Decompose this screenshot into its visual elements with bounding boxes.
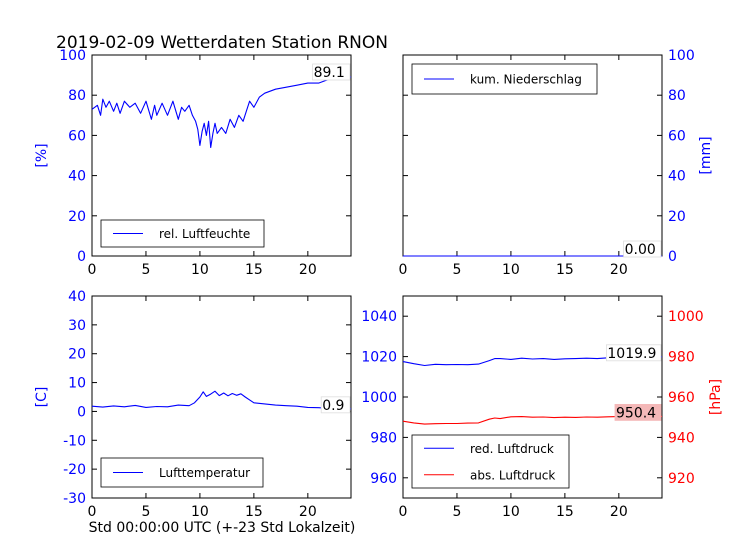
y-tick-label: 0 — [77, 404, 86, 420]
y-tick-label: 20 — [668, 209, 686, 225]
x-axis-label: Std 00:00:00 UTC (+-23 Std Lokalzeit) — [89, 520, 356, 536]
x-tick-label: 10 — [502, 262, 520, 278]
figure-title: 2019-02-09 Wetterdaten Station RNON — [56, 33, 388, 53]
x-tick-label: 5 — [141, 262, 150, 278]
x-tick-label: 15 — [245, 504, 263, 520]
y-tick-label: 0 — [77, 249, 86, 265]
series-line — [91, 390, 352, 410]
x-tick-label: 10 — [191, 504, 209, 520]
y-tick-label-right: 940 — [668, 430, 695, 446]
y-tick-label-right: 960 — [668, 390, 695, 406]
y-axis-label: [%] — [34, 143, 50, 167]
x-tick-label: 20 — [610, 504, 628, 520]
y-tick-label: 980 — [370, 430, 397, 446]
y-tick-label: 20 — [68, 347, 86, 363]
x-tick-label: 0 — [399, 504, 408, 520]
y-tick-label: 40 — [68, 169, 86, 185]
x-tick-label: 0 — [88, 262, 97, 278]
y-tick-label: 40 — [668, 169, 686, 185]
x-tick-label: 10 — [191, 262, 209, 278]
y-tick-label: 0 — [668, 249, 677, 265]
x-tick-label: 20 — [610, 262, 628, 278]
x-tick-label: 10 — [502, 504, 520, 520]
x-tick-label: 5 — [452, 262, 461, 278]
x-tick-label: 15 — [245, 262, 263, 278]
y-tick-label: 960 — [370, 471, 397, 487]
humidity-chart: 0 5 10 15 20 0 20 40 60 80 100 [%] 89.1 rel. Luftfeuc… — [34, 48, 352, 278]
x-tick-label: 20 — [299, 504, 317, 520]
plot-frame — [91, 295, 352, 499]
x-tick-label: 15 — [556, 504, 574, 520]
value-annotation: 0.00 — [625, 242, 656, 258]
value-box — [312, 63, 351, 81]
y-tick-label: -30 — [63, 491, 86, 507]
legend-label: kum. Niederschlag — [470, 73, 582, 87]
y-tick-label: 10 — [68, 376, 86, 392]
x-tick-label: 15 — [556, 262, 574, 278]
legend-label: rel. Luftfeuchte — [159, 227, 250, 241]
pressure-chart: 0 5 10 15 20 960 980 1000 1020 1040 920 940 960 980 10… — [361, 295, 724, 520]
legend-label: Lufttemperatur — [159, 466, 250, 480]
y-tick-label: 1000 — [361, 390, 397, 406]
legend-label: red. Luftdruck — [470, 442, 554, 456]
value-box — [606, 344, 662, 362]
temperature-chart: 0 5 10 15 20 -30 -20 -10 0 10 20 30 40 [C] 0.9 Lufttemp… — [34, 289, 352, 520]
value-box — [320, 396, 351, 414]
y-tick-label: 30 — [68, 318, 86, 334]
value-annotation: 1019.9 — [607, 346, 656, 362]
y-tick-label: 80 — [668, 88, 686, 104]
y-tick-label: 100 — [668, 48, 695, 64]
precipitation-chart: 0 5 10 15 20 0 20 40 60 80 100 [mm] 0.00 kum. Nieders… — [399, 48, 714, 278]
plot-frame — [91, 54, 352, 257]
x-tick-label: 0 — [88, 504, 97, 520]
x-tick-label: 0 — [399, 262, 408, 278]
x-tick-label: 20 — [299, 262, 317, 278]
value-box — [623, 240, 662, 258]
y-tick-label: -20 — [63, 462, 86, 478]
legend-box — [411, 434, 570, 489]
y-tick-label: 80 — [68, 88, 86, 104]
x-tick-label: 5 — [452, 504, 461, 520]
y-axis-label: [C] — [34, 387, 50, 408]
y-tick-label: 60 — [68, 128, 86, 144]
y-tick-label: 40 — [68, 289, 86, 305]
value-box — [614, 403, 662, 421]
y-tick-label: 1020 — [361, 350, 397, 366]
value-annotation: 0.9 — [322, 398, 344, 414]
y-axis-label: [mm] — [698, 136, 714, 174]
value-annotation: 950.4 — [616, 405, 656, 421]
y-tick-label-right: 920 — [668, 471, 695, 487]
y-tick-label: 100 — [59, 48, 86, 64]
legend-label: abs. Luftdruck — [470, 468, 555, 482]
x-tick-label: 5 — [141, 504, 150, 520]
y-tick-label-right: 1000 — [668, 309, 704, 325]
series-line — [91, 76, 352, 149]
y-tick-label: 1040 — [361, 309, 397, 325]
y-tick-label-right: 980 — [668, 350, 695, 366]
y-axis-label: [hPa] — [708, 379, 724, 415]
y-tick-label: 20 — [68, 209, 86, 225]
y-tick-label: 60 — [668, 128, 686, 144]
value-annotation: 89.1 — [314, 65, 345, 81]
y-tick-label: -10 — [63, 433, 86, 449]
